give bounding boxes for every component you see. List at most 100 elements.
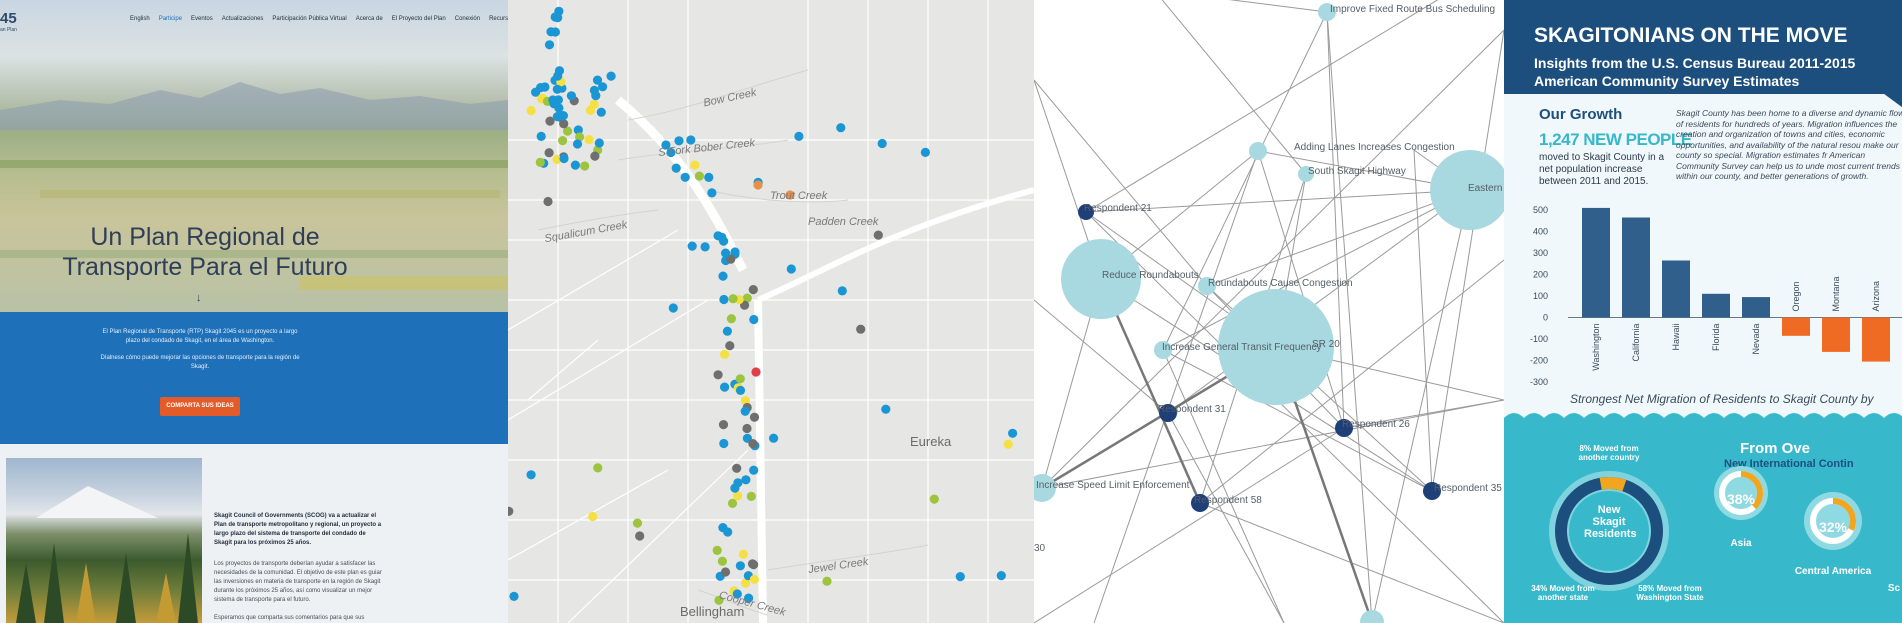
- network-node[interactable]: [1298, 166, 1314, 182]
- map-marker[interactable]: [740, 578, 751, 588]
- map-marker[interactable]: [526, 105, 536, 116]
- map-marker[interactable]: [509, 591, 519, 602]
- map-marker[interactable]: [748, 285, 758, 295]
- share-ideas-button[interactable]: COMPARTA SUS IDEAS: [160, 397, 240, 416]
- map-marker[interactable]: [566, 91, 576, 101]
- map-marker[interactable]: [837, 286, 847, 296]
- map-marker[interactable]: [740, 406, 750, 416]
- map-marker[interactable]: [794, 131, 804, 141]
- map-marker[interactable]: [742, 293, 752, 303]
- map-marker[interactable]: [694, 171, 704, 181]
- map-marker[interactable]: [719, 294, 729, 305]
- map-panel[interactable]: Bow Creek S Fork Bober Creek Trout Creek…: [508, 0, 1034, 623]
- map-marker[interactable]: [877, 138, 887, 149]
- nav-item[interactable]: Conexión: [454, 16, 481, 22]
- map-marker[interactable]: [718, 420, 729, 430]
- nav-item[interactable]: English: [130, 16, 150, 22]
- map-marker[interactable]: [749, 412, 760, 422]
- map-marker[interactable]: [769, 433, 779, 443]
- map-marker[interactable]: [753, 180, 763, 190]
- map-marker[interactable]: [635, 531, 645, 541]
- map-marker[interactable]: [668, 303, 678, 313]
- map-marker[interactable]: [592, 75, 603, 85]
- network-node[interactable]: [1154, 341, 1172, 359]
- map-marker[interactable]: [686, 135, 696, 145]
- map-marker[interactable]: [749, 314, 759, 325]
- map-marker[interactable]: [598, 82, 608, 92]
- map-marker[interactable]: [558, 136, 568, 146]
- map-marker[interactable]: [584, 135, 594, 145]
- scroll-down-icon[interactable]: ↓: [196, 292, 202, 304]
- nav-item[interactable]: Recursos: [489, 16, 508, 22]
- map-marker[interactable]: [573, 125, 583, 135]
- network-node[interactable]: [1198, 277, 1216, 295]
- map-marker[interactable]: [713, 370, 723, 380]
- nav-item[interactable]: Acerca de: [355, 16, 383, 22]
- map-marker[interactable]: [585, 105, 596, 115]
- map-marker[interactable]: [955, 572, 965, 582]
- map-marker[interactable]: [732, 463, 742, 473]
- map-marker[interactable]: [544, 40, 555, 50]
- map-marker[interactable]: [544, 148, 554, 158]
- map-marker[interactable]: [606, 71, 616, 81]
- map-marker[interactable]: [727, 498, 738, 508]
- map-marker[interactable]: [671, 163, 681, 173]
- map-marker[interactable]: [552, 84, 562, 94]
- map-markers[interactable]: [508, 6, 1018, 605]
- map-marker[interactable]: [563, 126, 573, 136]
- network-panel[interactable]: Improve Fixed Route Bus Scheduling Addin…: [1034, 0, 1504, 623]
- map-marker[interactable]: [881, 404, 891, 414]
- network-node[interactable]: [1191, 494, 1209, 512]
- map-marker[interactable]: [920, 147, 930, 157]
- map-marker[interactable]: [717, 556, 727, 566]
- map-marker[interactable]: [720, 382, 730, 392]
- map-marker[interactable]: [540, 82, 550, 92]
- network-node[interactable]: [1159, 404, 1177, 422]
- map-marker[interactable]: [740, 396, 750, 406]
- map-marker[interactable]: [730, 483, 740, 493]
- map-marker[interactable]: [554, 66, 565, 76]
- map-marker[interactable]: [588, 511, 598, 522]
- map-marker[interactable]: [717, 232, 727, 242]
- map-marker[interactable]: [746, 491, 756, 501]
- map-marker[interactable]: [719, 438, 729, 449]
- map-marker[interactable]: [552, 154, 562, 164]
- map-marker[interactable]: [554, 103, 564, 113]
- map-marker[interactable]: [536, 131, 546, 141]
- map-marker[interactable]: [725, 341, 735, 351]
- map-marker[interactable]: [572, 139, 583, 149]
- map-marker[interactable]: [570, 160, 580, 170]
- map-marker[interactable]: [822, 576, 832, 586]
- network-node[interactable]: [1318, 3, 1336, 21]
- map-marker[interactable]: [632, 518, 643, 528]
- map-marker[interactable]: [591, 91, 601, 101]
- map-marker[interactable]: [720, 349, 730, 359]
- map-marker[interactable]: [575, 132, 585, 142]
- map-marker[interactable]: [733, 491, 743, 501]
- map-marker[interactable]: [535, 157, 545, 167]
- map-marker[interactable]: [590, 151, 600, 161]
- nav-item[interactable]: Participación Pública Virtual: [272, 16, 347, 22]
- map-marker[interactable]: [700, 242, 710, 252]
- map-marker[interactable]: [732, 589, 742, 599]
- map-marker[interactable]: [749, 574, 759, 585]
- map-marker[interactable]: [687, 241, 697, 251]
- map-marker[interactable]: [558, 111, 568, 121]
- map-marker[interactable]: [856, 324, 866, 334]
- network-graph[interactable]: [1034, 0, 1504, 623]
- map-marker[interactable]: [593, 463, 603, 473]
- network-nodes[interactable]: [1034, 3, 1504, 623]
- map-marker[interactable]: [712, 545, 722, 556]
- map-marker[interactable]: [546, 27, 556, 37]
- map-marker[interactable]: [735, 561, 745, 571]
- map-marker[interactable]: [748, 439, 758, 449]
- map-marker[interactable]: [690, 160, 700, 170]
- map-marker[interactable]: [580, 161, 590, 171]
- map-canvas[interactable]: [508, 0, 1034, 623]
- nav-item[interactable]: El Proyecto del Plan: [391, 16, 446, 22]
- map-marker[interactable]: [545, 116, 555, 126]
- map-marker[interactable]: [543, 196, 553, 207]
- map-marker[interactable]: [508, 506, 514, 516]
- map-marker[interactable]: [674, 136, 684, 146]
- nav-item[interactable]: Participe: [158, 16, 183, 22]
